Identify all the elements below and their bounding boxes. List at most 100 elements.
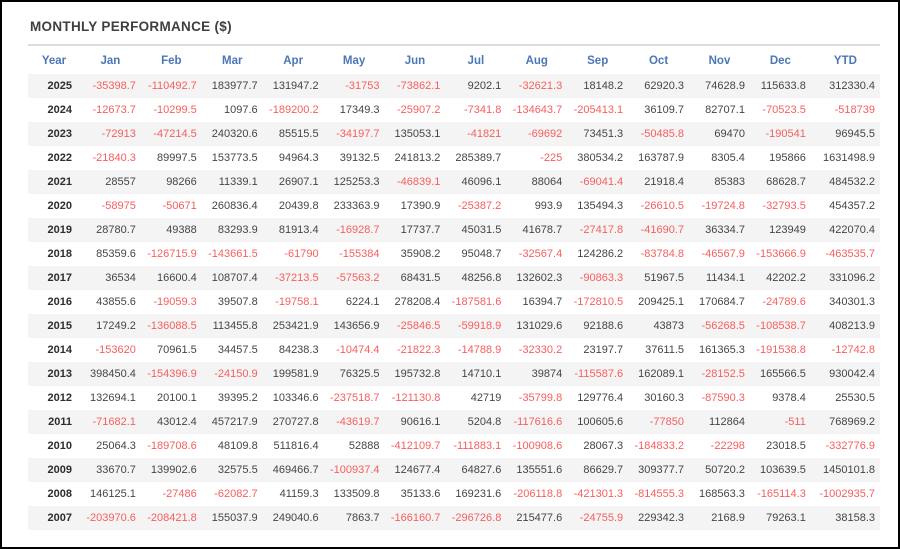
- table-row-2021: 2021 28557 98266 11339.1 26907.1 125253.3 -468…: [28, 170, 880, 194]
- value-cell-2007-jan: -203970.6: [86, 512, 136, 524]
- value-cell-2011-oct: -77850: [649, 416, 685, 428]
- value-cell-2019-apr: 81913.4: [278, 224, 319, 236]
- value-cell-2010-jul: -111883.1: [453, 440, 502, 452]
- value-cell-2009-oct: 309377.7: [638, 464, 685, 476]
- header-row: Year Jan Feb Mar Apr May Jun Jul Aug Sep Oct Nov Dec…: [28, 47, 880, 74]
- value-cell-2023-dec: -190541: [765, 128, 806, 140]
- value-cell-2008-may: 133509.8: [333, 488, 380, 500]
- value-cell-2010-may: 52888: [348, 440, 380, 452]
- year-cell-2025: 2025: [47, 80, 72, 92]
- value-cell-2020-jul: -25387.2: [457, 200, 502, 212]
- value-cell-2018-apr: -61790: [284, 248, 319, 260]
- value-cell-2022-mar: 153773.5: [211, 152, 258, 164]
- value-cell-2009-feb: 139902.6: [150, 464, 197, 476]
- table-row-2022: 2022 -21840.3 89997.5 153773.5 94964.3 39132.…: [28, 146, 880, 170]
- value-cell-2021-apr: 26907.1: [278, 176, 319, 188]
- table-row-2008: 2008 146125.1 -27486 -62082.7 41159.3 133509.…: [28, 482, 880, 506]
- value-cell-2017-ytd: 331096.2: [829, 272, 875, 284]
- value-cell-2023-nov: 69470: [714, 128, 745, 140]
- value-cell-2008-aug: -206118.8: [513, 488, 563, 500]
- year-cell-2008: 2008: [47, 488, 72, 500]
- value-cell-2010-aug: -100908.6: [512, 440, 563, 452]
- year-cell-2011: 2011: [48, 416, 72, 428]
- value-cell-2011-apr: 270727.8: [272, 416, 319, 428]
- value-cell-2022-oct: 163787.9: [638, 152, 685, 164]
- value-cell-2011-mar: 457217.9: [211, 416, 258, 428]
- value-cell-2025-oct: 62920.3: [644, 80, 685, 92]
- value-cell-2020-jun: 17390.9: [400, 200, 441, 212]
- value-cell-2018-sep: 124286.2: [577, 248, 624, 260]
- value-cell-2024-sep: -205413.1: [573, 104, 624, 116]
- year-cell-2014: 2014: [47, 344, 72, 356]
- value-cell-2013-ytd: 930042.4: [829, 368, 875, 380]
- value-cell-2021-ytd: 484532.2: [829, 176, 875, 188]
- value-cell-2024-mar: 1097.6: [224, 104, 258, 116]
- table-row-2013: 2013 398450.4 -154396.9 -24150.9 199581.9 763…: [28, 362, 880, 386]
- value-cell-2025-nov: 74628.9: [705, 80, 745, 92]
- value-cell-2017-dec: 42202.2: [766, 272, 806, 284]
- year-cell-2013: 2013: [47, 368, 72, 380]
- value-cell-2022-may: 39132.5: [339, 152, 380, 164]
- value-cell-2014-sep: 23197.7: [583, 344, 624, 356]
- value-cell-2007-dec: 79263.1: [766, 512, 806, 524]
- value-cell-2010-jun: -412109.7: [390, 440, 441, 452]
- value-cell-2020-mar: 260836.4: [211, 200, 258, 212]
- value-cell-2016-ytd: 340301.3: [829, 296, 875, 308]
- value-cell-2012-apr: 103346.6: [272, 392, 319, 404]
- value-cell-2015-oct: 43873: [653, 320, 685, 332]
- value-cell-2023-may: -34197.7: [336, 128, 380, 140]
- value-cell-2017-feb: 16600.4: [157, 272, 197, 284]
- value-cell-2017-aug: 132602.3: [516, 272, 563, 284]
- value-cell-2015-dec: -108538.7: [756, 320, 806, 332]
- year-cell-2010: 2010: [47, 440, 72, 452]
- value-cell-2019-jun: 17737.7: [400, 224, 441, 236]
- value-cell-2013-jul: 14710.1: [461, 368, 502, 380]
- value-cell-2024-apr: -189200.2: [269, 104, 319, 116]
- table-row-2010: 2010 25064.3 -189708.6 48109.8 511816.4 52888…: [28, 434, 880, 458]
- year-cell-2017: 2017: [47, 272, 72, 284]
- value-cell-2012-jun: -121130.8: [391, 392, 441, 404]
- value-cell-2008-nov: 168563.3: [699, 488, 745, 500]
- value-cell-2021-nov: 85383: [714, 176, 745, 188]
- value-cell-2020-oct: -26610.5: [640, 200, 685, 212]
- value-cell-2009-ytd: 1450101.8: [823, 464, 875, 476]
- value-cell-2023-aug: -69692: [527, 128, 563, 140]
- year-cell-2009: 2009: [47, 464, 72, 476]
- value-cell-2021-jun: -46839.1: [396, 176, 441, 188]
- column-header-oct: Oct: [648, 55, 669, 67]
- value-cell-2019-oct: -41690.7: [640, 224, 685, 236]
- value-cell-2016-oct: 209425.1: [638, 296, 685, 308]
- value-cell-2011-feb: 43012.4: [157, 416, 197, 428]
- table-row-2023: 2023 -72913 -47214.5 240320.6 85515.5 -34197.…: [28, 122, 880, 146]
- value-cell-2018-ytd: -463535.7: [825, 248, 875, 260]
- value-cell-2015-aug: 131029.6: [516, 320, 563, 332]
- value-cell-2013-feb: -154396.9: [147, 368, 197, 380]
- value-cell-2019-nov: 36334.7: [705, 224, 745, 236]
- value-cell-2024-dec: -70523.5: [762, 104, 806, 116]
- column-header-year: Year: [41, 55, 67, 67]
- value-cell-2009-sep: 86629.7: [583, 464, 624, 476]
- value-cell-2013-mar: -24150.9: [214, 368, 258, 380]
- value-cell-2012-nov: -87590.3: [701, 392, 745, 404]
- value-cell-2019-jul: 45031.5: [461, 224, 502, 236]
- value-cell-2019-aug: 41678.7: [522, 224, 563, 236]
- value-cell-2013-nov: -28152.5: [701, 368, 745, 380]
- value-cell-2011-dec: -511: [784, 416, 806, 428]
- value-cell-2018-feb: -126715.9: [147, 248, 197, 260]
- value-cell-2010-feb: -189708.6: [147, 440, 197, 452]
- column-header-feb: Feb: [161, 55, 182, 67]
- value-cell-2015-nov: -56268.5: [701, 320, 745, 332]
- column-header-aug: Aug: [525, 55, 548, 67]
- value-cell-2007-jun: -166160.7: [390, 512, 441, 524]
- value-cell-2023-feb: -47214.5: [153, 128, 197, 140]
- value-cell-2021-jul: 46096.1: [461, 176, 502, 188]
- value-cell-2012-dec: 9378.4: [772, 392, 806, 404]
- value-cell-2007-ytd: 38158.3: [835, 512, 875, 524]
- value-cell-2013-jan: 398450.4: [89, 368, 136, 380]
- value-cell-2016-jul: -187581.6: [451, 296, 502, 308]
- value-cell-2007-nov: 2168.9: [711, 512, 745, 524]
- value-cell-2012-aug: -35799.8: [518, 392, 563, 404]
- value-cell-2022-dec: 195866: [769, 152, 806, 164]
- value-cell-2009-jun: 124677.4: [394, 464, 441, 476]
- value-cell-2011-ytd: 768969.2: [829, 416, 875, 428]
